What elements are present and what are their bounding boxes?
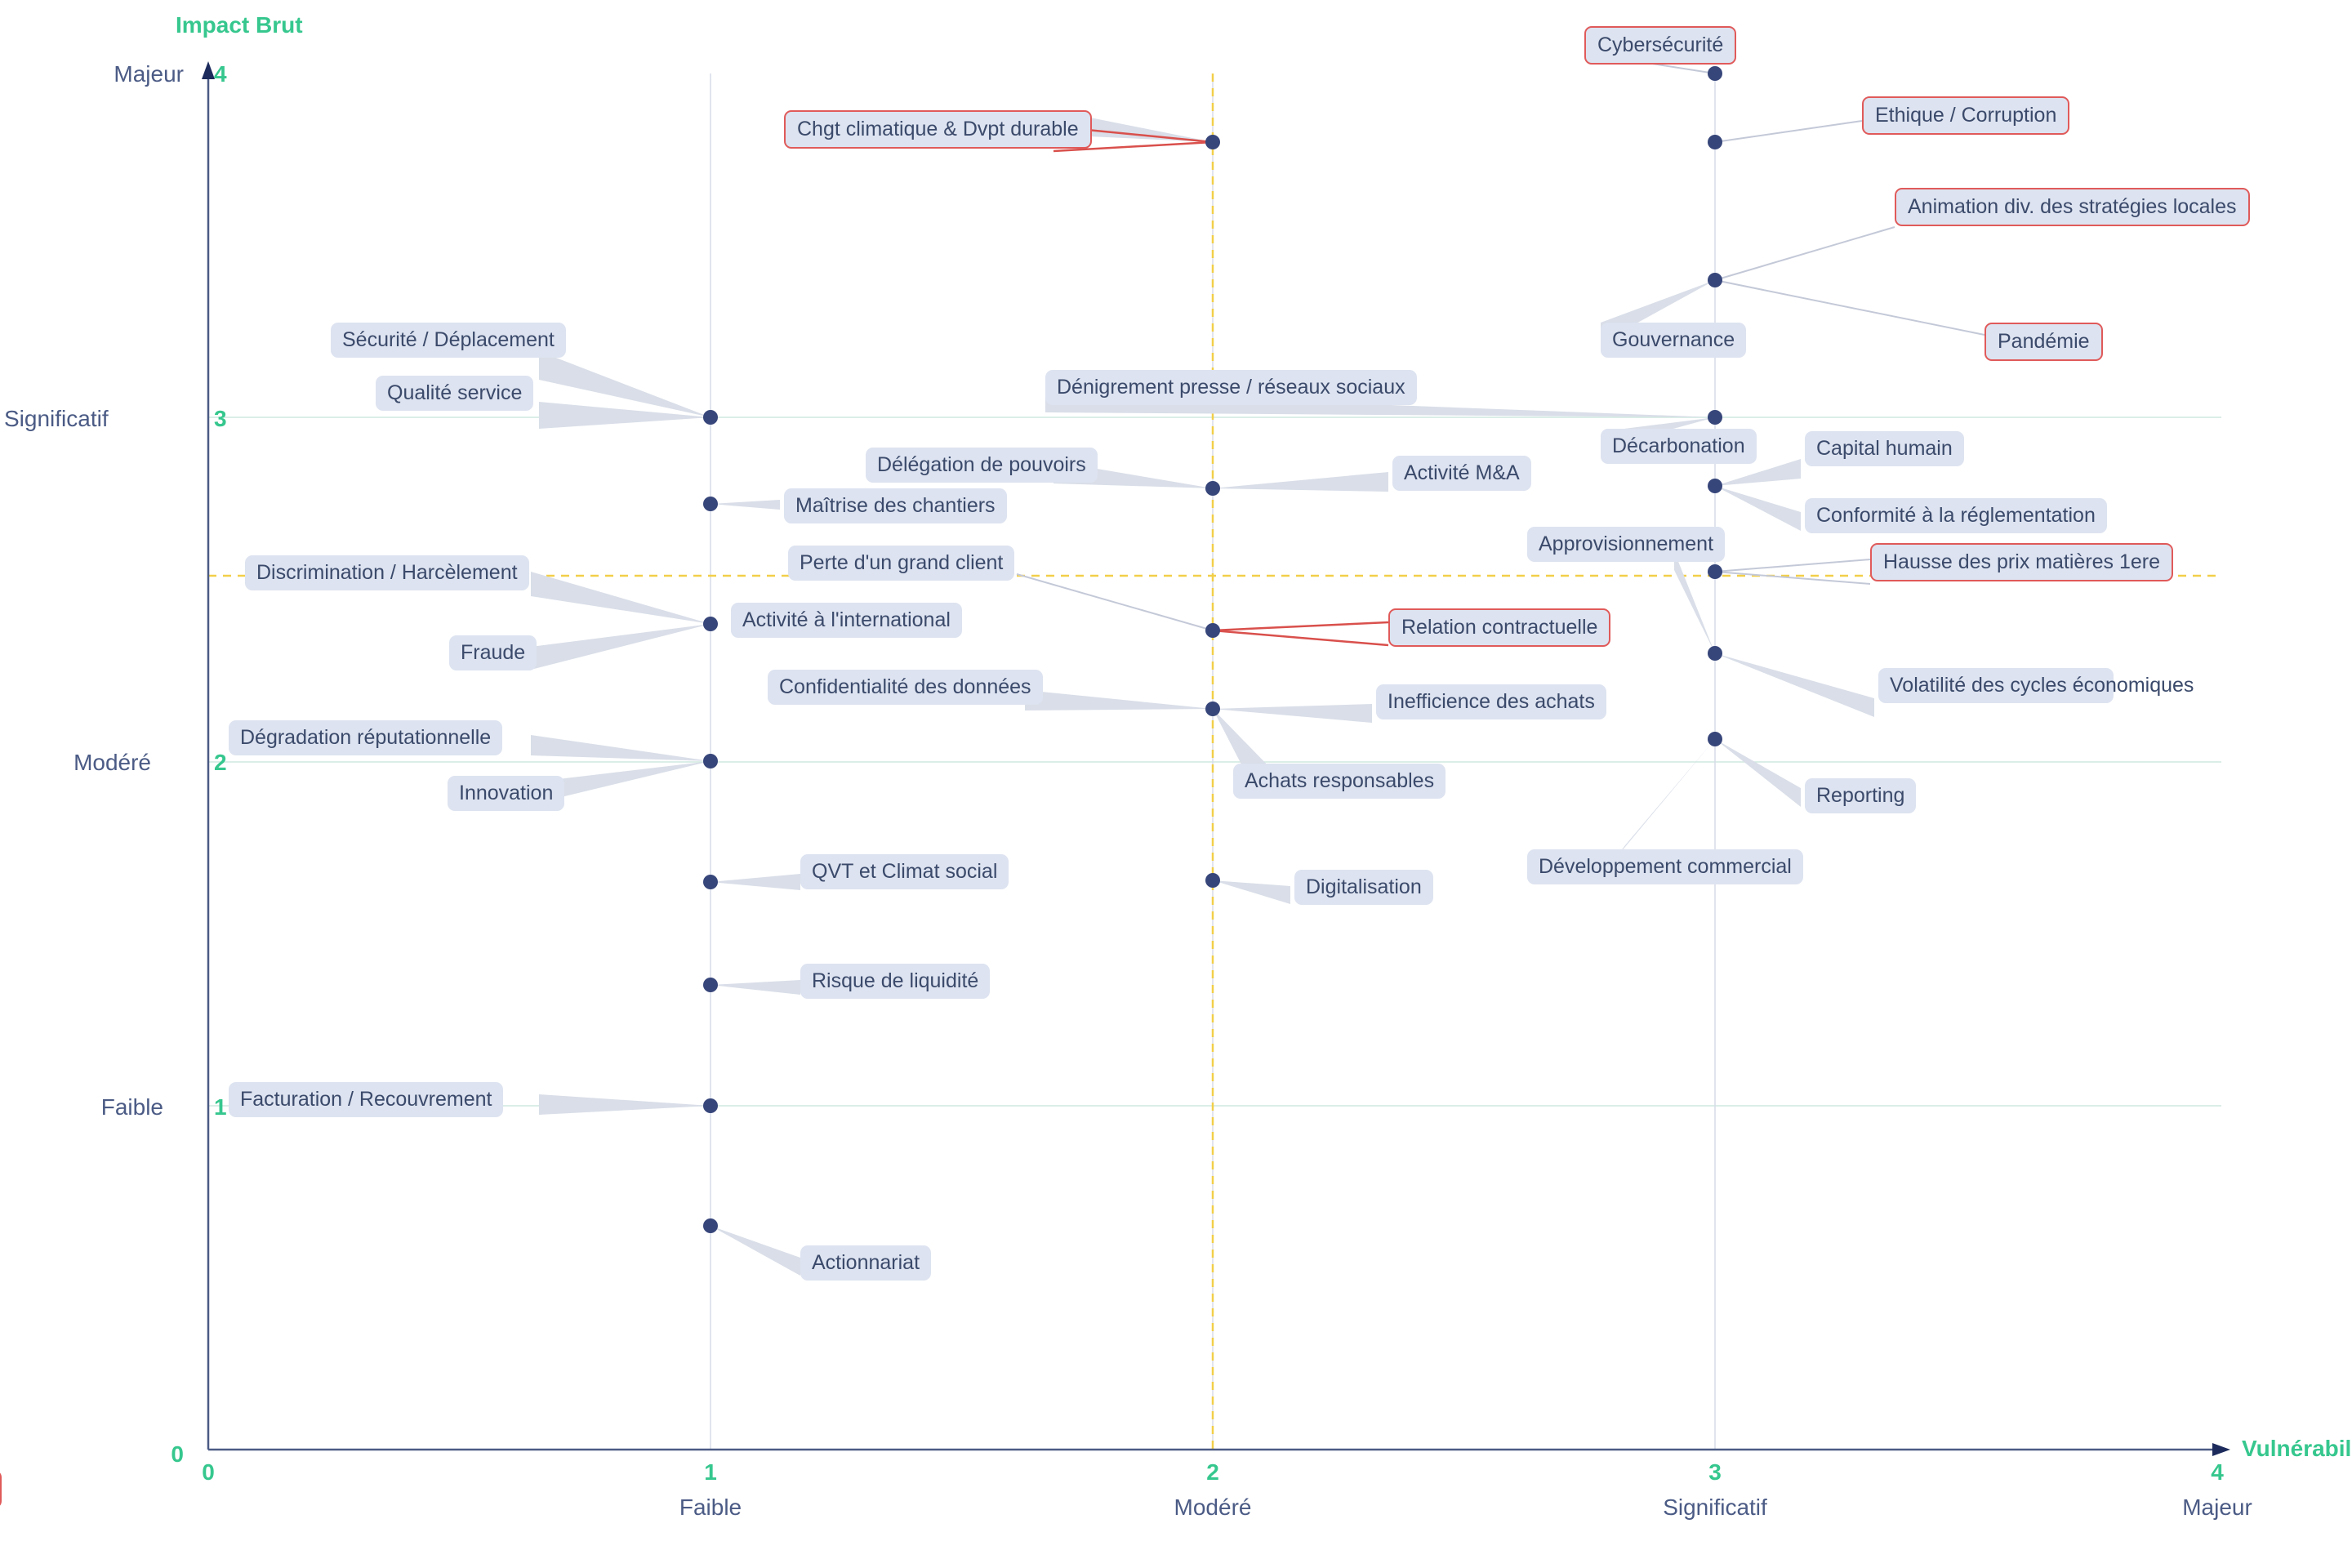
svg-text:3: 3 (214, 406, 227, 431)
svg-text:1: 1 (704, 1459, 717, 1485)
svg-text:Faible: Faible (679, 1494, 742, 1520)
svg-text:1: 1 (214, 1094, 227, 1120)
svg-text:3: 3 (1708, 1459, 1722, 1485)
svg-text:2: 2 (214, 750, 227, 775)
svg-text:Modéré: Modéré (1174, 1494, 1252, 1520)
svg-text:4: 4 (214, 61, 227, 87)
svg-text:Faible: Faible (101, 1094, 163, 1120)
svg-text:4: 4 (2211, 1459, 2224, 1485)
svg-text:0: 0 (171, 1441, 184, 1467)
svg-text:Majeur: Majeur (114, 61, 184, 87)
svg-text:Impact Brut: Impact Brut (176, 12, 303, 38)
svg-text:Significatif: Significatif (4, 406, 109, 431)
svg-text:0: 0 (202, 1459, 215, 1485)
svg-text:Majeur: Majeur (2182, 1494, 2252, 1520)
svg-text:Modéré: Modéré (74, 750, 151, 775)
svg-text:2: 2 (1206, 1459, 1219, 1485)
svg-text:Significatif: Significatif (1663, 1494, 1767, 1520)
svg-text:Vulnérabilité: Vulnérabilité (2242, 1436, 2352, 1461)
